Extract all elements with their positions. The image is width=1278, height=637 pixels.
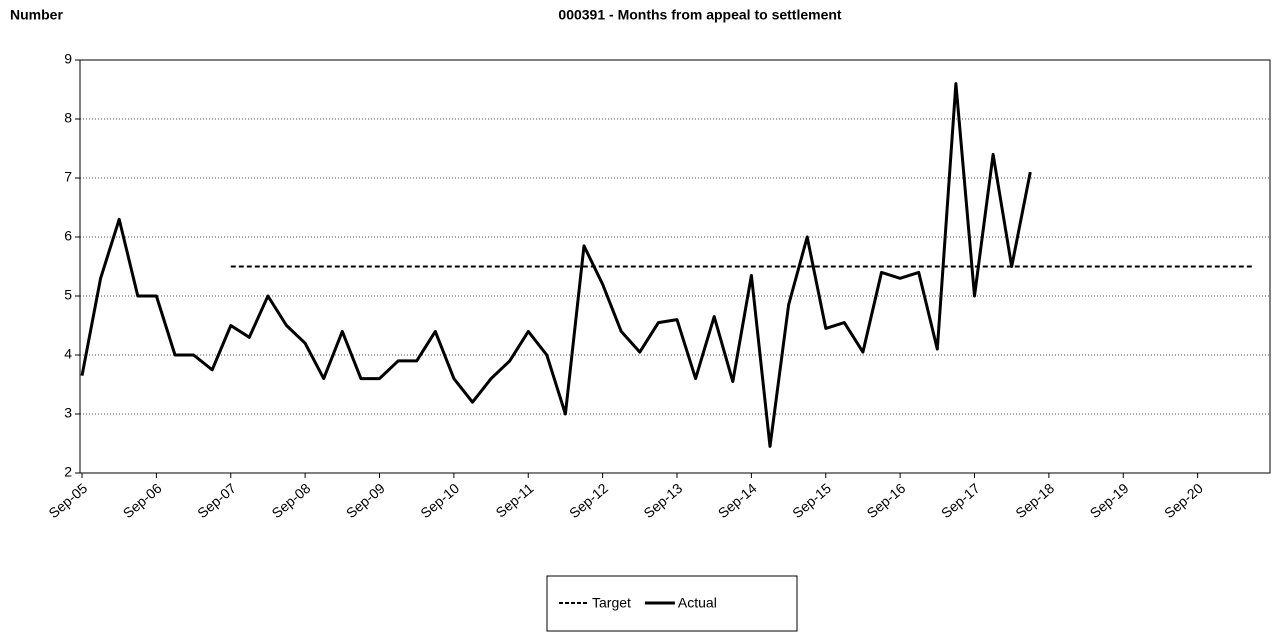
x-tick-label: Sep-11	[492, 480, 536, 521]
y-tick-label: 9	[64, 51, 72, 67]
legend-label: Target	[592, 595, 631, 611]
chart-title: 000391 - Months from appeal to settlemen…	[558, 7, 842, 23]
x-tick-label: Sep-09	[343, 480, 388, 521]
x-tick-label: Sep-16	[864, 480, 909, 521]
x-tick-label: Sep-18	[1012, 480, 1057, 521]
y-tick-label: 3	[64, 405, 72, 421]
x-tick-label: Sep-20	[1161, 480, 1206, 521]
y-tick-label: 5	[64, 287, 72, 303]
x-tick-label: Sep-07	[194, 480, 239, 521]
plot-frame	[79, 59, 1271, 474]
y-tick-label: 2	[64, 464, 72, 480]
x-tick-label: Sep-17	[938, 480, 983, 521]
legend-label: Actual	[678, 595, 717, 611]
x-tick-label: Sep-06	[120, 480, 165, 521]
y-tick-label: 7	[64, 169, 72, 185]
x-tick-label: Sep-08	[269, 480, 314, 521]
series-line	[80, 82, 1032, 448]
x-tick-label: Sep-10	[417, 480, 462, 521]
y-tick-label: 4	[64, 346, 72, 362]
x-tick-label: Sep-12	[566, 480, 611, 521]
x-tick-label: Sep-19	[1087, 480, 1132, 521]
y-tick-label: 6	[64, 228, 72, 244]
x-tick-label: Sep-14	[715, 480, 760, 521]
x-tick-label: Sep-13	[640, 480, 685, 521]
y-axis-label: Number	[10, 7, 63, 23]
x-tick-label: Sep-15	[789, 480, 834, 521]
y-tick-label: 8	[64, 110, 72, 126]
x-tick-label: Sep-05	[45, 480, 90, 521]
